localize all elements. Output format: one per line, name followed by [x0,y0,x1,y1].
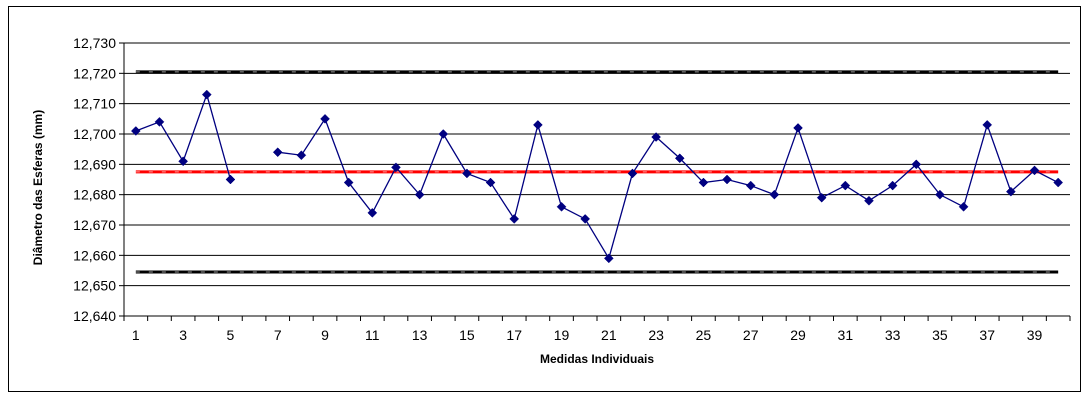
data-point [438,129,449,139]
y-tick-label: 12,680 [73,187,116,203]
x-tick-label: 15 [459,327,475,343]
data-point [367,208,378,218]
data-point [1006,186,1016,197]
data-point [627,168,638,179]
x-tick-label: 37 [979,327,995,343]
data-point [674,153,685,164]
data-point [154,117,165,127]
y-tick-label: 12,690 [73,156,116,172]
x-tick-label: 33 [885,327,901,343]
data-point [864,195,874,206]
y-tick-label: 12,660 [73,247,116,263]
control-limit-lines [135,70,1059,274]
data-point [201,89,212,100]
data-point [462,168,472,179]
data-point [887,180,898,191]
x-tick-label: 17 [506,327,522,343]
x-tick-label: 5 [227,327,235,343]
data-point [225,174,236,185]
y-tick-label: 12,730 [73,35,116,51]
x-tick-label: 35 [932,327,948,343]
data-point [982,120,993,130]
series-line [277,117,1059,260]
data-point [580,214,591,224]
data-point [533,120,543,130]
x-tick-label: 39 [1027,327,1043,343]
data-point [698,177,709,188]
data-point [130,126,141,136]
x-tick-label: 23 [648,327,664,343]
x-tick-label: 9 [321,327,329,343]
y-axis-title: Diâmetro das Esferas (mm) [31,110,45,265]
data-point [816,192,827,203]
data-point [296,150,307,161]
data-point [840,180,851,191]
data-point [935,189,945,200]
x-tick-label: 7 [274,327,282,343]
data-point [1053,177,1064,188]
data-point [556,201,567,212]
x-axis-title: Medidas Individuais [540,352,654,366]
x-tick-labels: 1 3 5 7 9 11 13 15 17 19 21 23 25 27 29 31 33 35 37 39 [132,327,1043,343]
data-point [343,177,354,188]
x-tick-label: 19 [554,327,570,343]
data-point [958,201,969,212]
data-point [911,159,922,170]
data-point [793,123,803,133]
data-point [1029,165,1040,176]
x-tick-label: 29 [790,327,806,343]
y-tick-label: 12,710 [73,96,116,112]
data-point [722,174,732,185]
data-point [320,113,330,124]
x-tick-label: 13 [412,327,428,343]
data-point [745,180,756,191]
data-point [603,253,614,264]
data-point [391,162,401,173]
y-tick-label: 12,640 [73,308,116,324]
x-tick-label: 11 [365,327,380,343]
data-point [509,214,520,224]
y-tick-label: 12,700 [73,126,116,142]
data-point [769,189,780,200]
x-tick-label: 27 [743,327,759,343]
data-point [178,156,188,167]
data-point [272,147,283,158]
data-series [130,89,1064,264]
x-tick-label: 21 [601,327,617,343]
x-tick-label: 3 [179,327,187,343]
gridlines [119,42,1071,321]
data-point [651,132,661,142]
data-point [485,177,496,188]
x-tick-label: 31 [838,327,854,343]
y-tick-labels: 12,640 12,650 12,660 12,670 12,680 12,690 12,7… [73,35,116,324]
x-tick-label: 25 [696,327,712,343]
x-tick-label: 1 [132,327,140,343]
y-tick-label: 12,670 [73,217,116,233]
data-point [414,189,425,200]
series-line [135,92,232,180]
y-tick-label: 12,650 [73,278,116,294]
y-tick-label: 12,720 [73,65,116,81]
